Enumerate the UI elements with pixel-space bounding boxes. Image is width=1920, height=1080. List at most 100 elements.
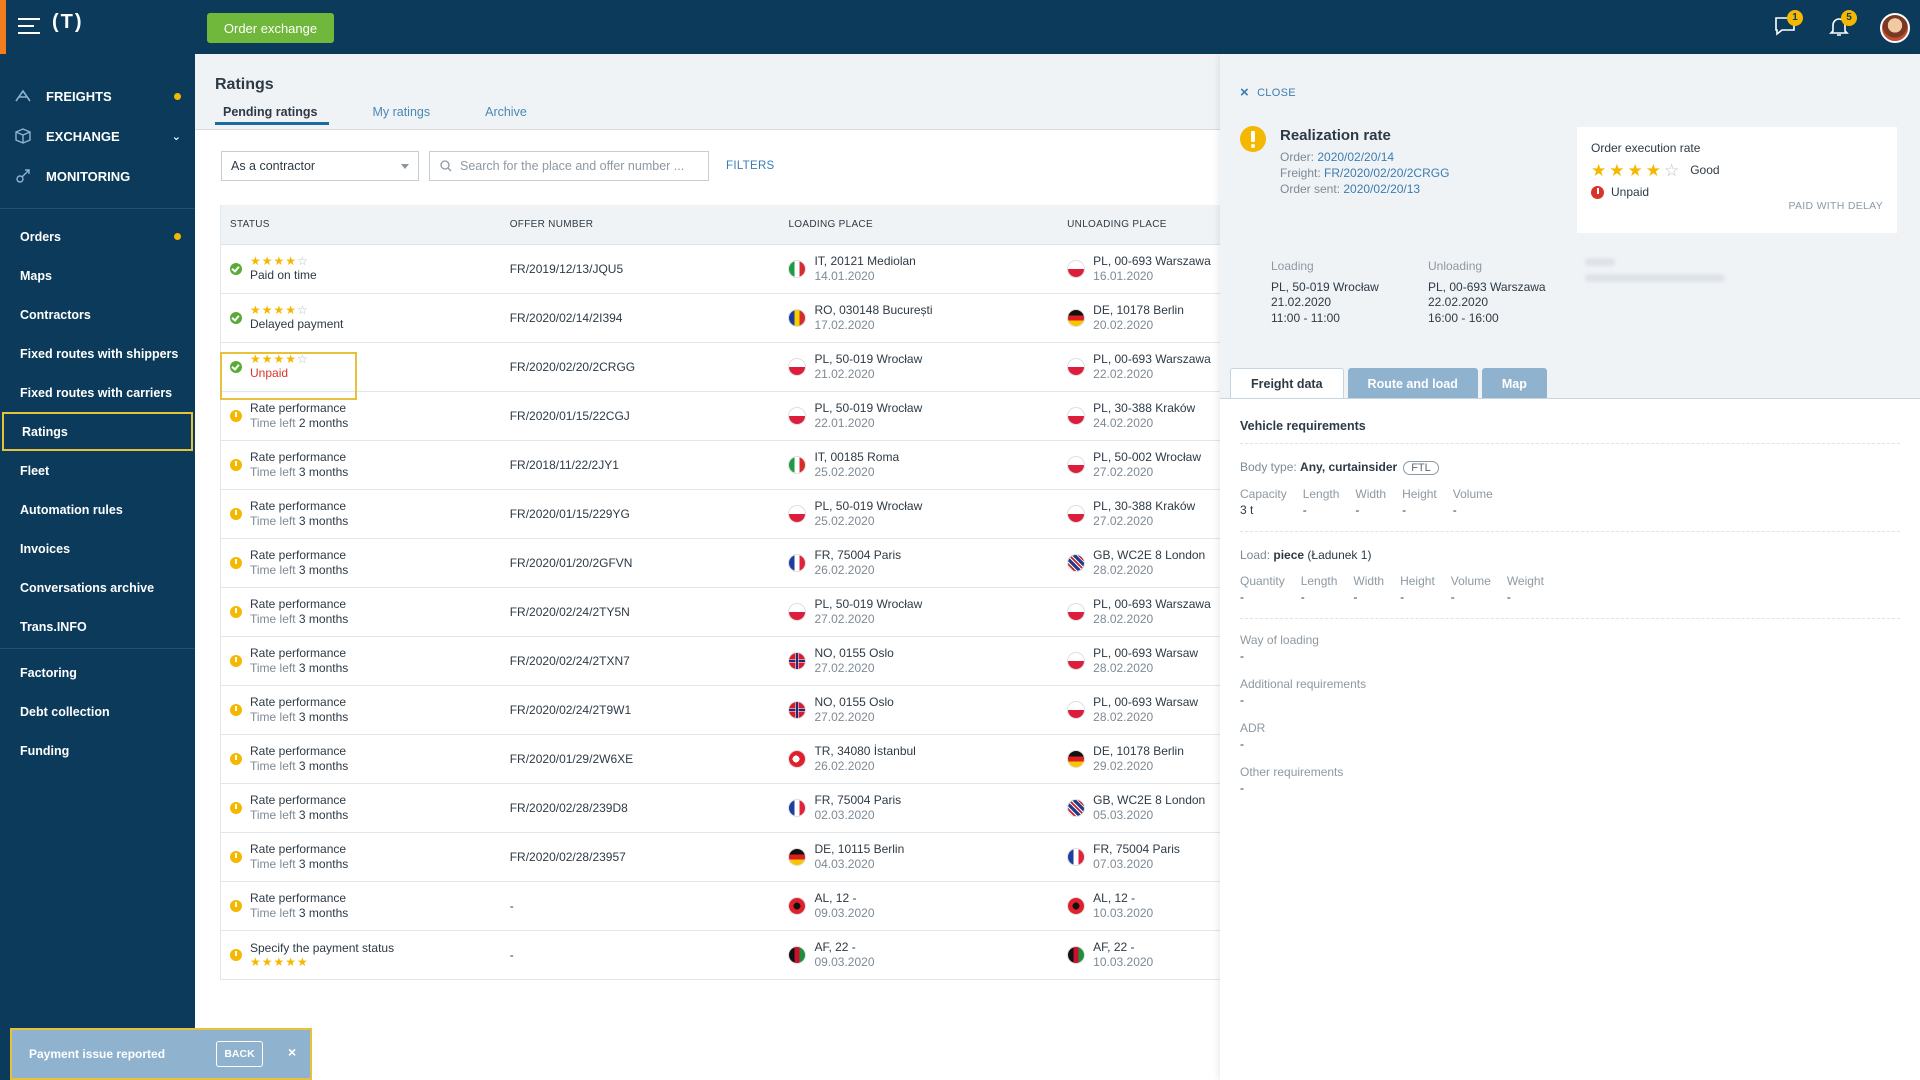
status-text[interactable]: Rate performance	[250, 646, 347, 660]
warning-icon	[230, 557, 242, 569]
offer-number: FR/2019/12/13/JQU5	[509, 262, 624, 276]
messages-icon[interactable]: 1	[1773, 10, 1803, 38]
close-button[interactable]: × CLOSE	[1240, 84, 1296, 101]
sidebar-item-factoring[interactable]: Factoring	[0, 653, 195, 692]
table-row[interactable]: Rate performance Time left 3 months FR/2…	[221, 833, 1220, 882]
filters-link[interactable]: FILTERS	[726, 160, 775, 172]
sidebar-item-ratings[interactable]: Ratings	[2, 412, 193, 451]
unloading-place: PL, 00-693 Warsaw	[1093, 646, 1199, 660]
check-circle-icon	[230, 312, 242, 324]
role-select[interactable]: As a contractor	[221, 151, 419, 181]
tab-my-ratings[interactable]: My ratings	[372, 105, 431, 119]
nav-freights[interactable]: FREIGHTS	[0, 76, 195, 116]
notifications-bell-icon[interactable]: 5	[1827, 10, 1857, 38]
rating-stars[interactable]: ★★★★★	[250, 955, 309, 969]
table-row[interactable]: ★★★★☆ Delayed payment FR/2020/02/14/2I39…	[221, 294, 1220, 343]
sidebar-item-invoices[interactable]: Invoices	[0, 529, 195, 568]
back-button[interactable]: BACK	[216, 1041, 263, 1067]
status-text[interactable]: Rate performance	[250, 597, 347, 611]
table-row[interactable]: ★★★★☆ Unpaid FR/2020/02/20/2CRGG PL, 50-…	[220, 343, 1220, 400]
status-text[interactable]: Rate performance	[250, 842, 347, 856]
offer-number: FR/2020/01/15/22CGJ	[509, 409, 630, 423]
tab-pending-ratings[interactable]: Pending ratings	[215, 105, 330, 125]
status-text[interactable]: Rate performance	[250, 401, 347, 415]
time-left-value: 3 months	[298, 612, 349, 626]
sidebar-item-maps[interactable]: Maps	[0, 256, 195, 295]
header-status[interactable]: STATUS	[230, 219, 270, 230]
nav-monitoring[interactable]: MONITORING	[0, 156, 195, 196]
execution-rating-stars[interactable]: ★★★★☆	[1591, 160, 1683, 180]
tab-map[interactable]: Map	[1481, 368, 1547, 399]
time-left-label: Time left	[250, 808, 299, 822]
flag-icon	[1067, 946, 1086, 964]
menu-icon[interactable]	[18, 18, 40, 34]
order-link[interactable]: 2020/02/20/14	[1317, 150, 1395, 164]
sidebar-item-label: Contractors	[20, 307, 91, 322]
sidebar-item-funding[interactable]: Funding	[0, 731, 195, 770]
sidebar-item-fixed-routes-carriers[interactable]: Fixed routes with carriers	[0, 373, 195, 412]
status-text[interactable]: Rate performance	[250, 548, 347, 562]
tab-freight-data[interactable]: Freight data	[1230, 368, 1344, 399]
filters-bar: As a contractor FILTERS	[221, 151, 775, 181]
nav-exchange[interactable]: EXCHANGE ⌄	[0, 116, 195, 156]
sidebar-item-orders[interactable]: Orders	[0, 217, 195, 256]
sidebar-item-automation-rules[interactable]: Automation rules	[0, 490, 195, 529]
table-row[interactable]: Rate performance Time left 3 months FR/2…	[221, 588, 1220, 637]
table-row[interactable]: Rate performance Time left 3 months FR/2…	[221, 441, 1220, 490]
app-logo[interactable]: (T)	[52, 11, 84, 33]
body-type-label: Body type:	[1240, 460, 1301, 474]
spec-label: Height	[1400, 574, 1435, 588]
table-row[interactable]: Rate performance Time left 3 months FR/2…	[221, 490, 1220, 539]
warning-icon	[230, 704, 242, 716]
table-row[interactable]: Rate performance Time left 2 months FR/2…	[221, 392, 1220, 441]
sidebar-item-fleet[interactable]: Fleet	[0, 451, 195, 490]
table-row[interactable]: Specify the payment status ★★★★★ - AF, 2…	[221, 931, 1220, 980]
chevron-down-icon[interactable]: ⌄	[171, 130, 181, 143]
table-row[interactable]: Rate performance Time left 3 months FR/2…	[221, 784, 1220, 833]
unloading-place: GB, WC2E 8 London	[1093, 793, 1206, 807]
unloading-date: 07.03.2020	[1093, 857, 1154, 871]
status-text[interactable]: Rate performance	[250, 744, 347, 758]
order-meta: Order: 2020/02/20/14 Freight: FR/2020/02…	[1280, 149, 1449, 197]
user-avatar[interactable]	[1880, 13, 1910, 43]
rating-stars[interactable]: ★★★★☆	[250, 352, 309, 366]
status-text[interactable]: Rate performance	[250, 499, 347, 513]
header-offer-number[interactable]: OFFER NUMBER	[509, 219, 594, 230]
secondary-nav: Orders Maps Contractors Fixed routes wit…	[0, 217, 195, 770]
table-row[interactable]: Rate performance Time left 3 months FR/2…	[221, 686, 1220, 735]
flag-icon	[1067, 750, 1086, 768]
load-grid: Quantity - Length - Width - Height - Volume …	[1240, 574, 1900, 604]
status-cell: Rate performance Time left 3 months	[221, 450, 500, 480]
search-input[interactable]	[460, 159, 690, 173]
status-text[interactable]: Rate performance	[250, 891, 347, 905]
table-row[interactable]: Rate performance Time left 3 months - AL…	[221, 882, 1220, 931]
tab-route-and-load[interactable]: Route and load	[1347, 368, 1478, 399]
toast-close-icon[interactable]: ×	[288, 1044, 297, 1060]
search-box[interactable]	[429, 151, 709, 181]
sidebar-item-debt-collection[interactable]: Debt collection	[0, 692, 195, 731]
unloading-place: FR, 75004 Paris	[1093, 842, 1180, 856]
order-exchange-button[interactable]: Order exchange	[207, 13, 334, 43]
sidebar-item-label: Orders	[20, 229, 61, 244]
flag-icon	[788, 554, 807, 572]
header-unloading-place[interactable]: UNLOADING PLACE	[1067, 219, 1167, 230]
header-loading-place[interactable]: LOADING PLACE	[788, 219, 873, 230]
sidebar-item-conversations-archive[interactable]: Conversations archive	[0, 568, 195, 607]
table-row[interactable]: Rate performance Time left 3 months FR/2…	[221, 539, 1220, 588]
status-text[interactable]: Rate performance	[250, 793, 347, 807]
tab-archive[interactable]: Archive	[485, 105, 527, 119]
status-text[interactable]: Rate performance	[250, 695, 347, 709]
spec-value: -	[1506, 590, 1511, 604]
status-cell: ★★★★☆ Delayed payment	[221, 304, 500, 332]
sidebar-item-trans-info[interactable]: Trans.INFO	[0, 607, 195, 646]
table-row[interactable]: Rate performance Time left 3 months FR/2…	[221, 637, 1220, 686]
freight-link[interactable]: FR/2020/02/20/2CRGG	[1324, 166, 1450, 180]
table-row[interactable]: Rate performance Time left 3 months FR/2…	[221, 735, 1220, 784]
rating-stars[interactable]: ★★★★☆	[250, 303, 309, 317]
rating-stars[interactable]: ★★★★☆	[250, 254, 309, 268]
status-text[interactable]: Rate performance	[250, 450, 347, 464]
table-row[interactable]: ★★★★☆ Paid on time FR/2019/12/13/JQU5 IT…	[221, 245, 1220, 294]
order-sent-link[interactable]: 2020/02/20/13	[1343, 182, 1421, 196]
sidebar-item-fixed-routes-shippers[interactable]: Fixed routes with shippers	[0, 334, 195, 373]
sidebar-item-contractors[interactable]: Contractors	[0, 295, 195, 334]
